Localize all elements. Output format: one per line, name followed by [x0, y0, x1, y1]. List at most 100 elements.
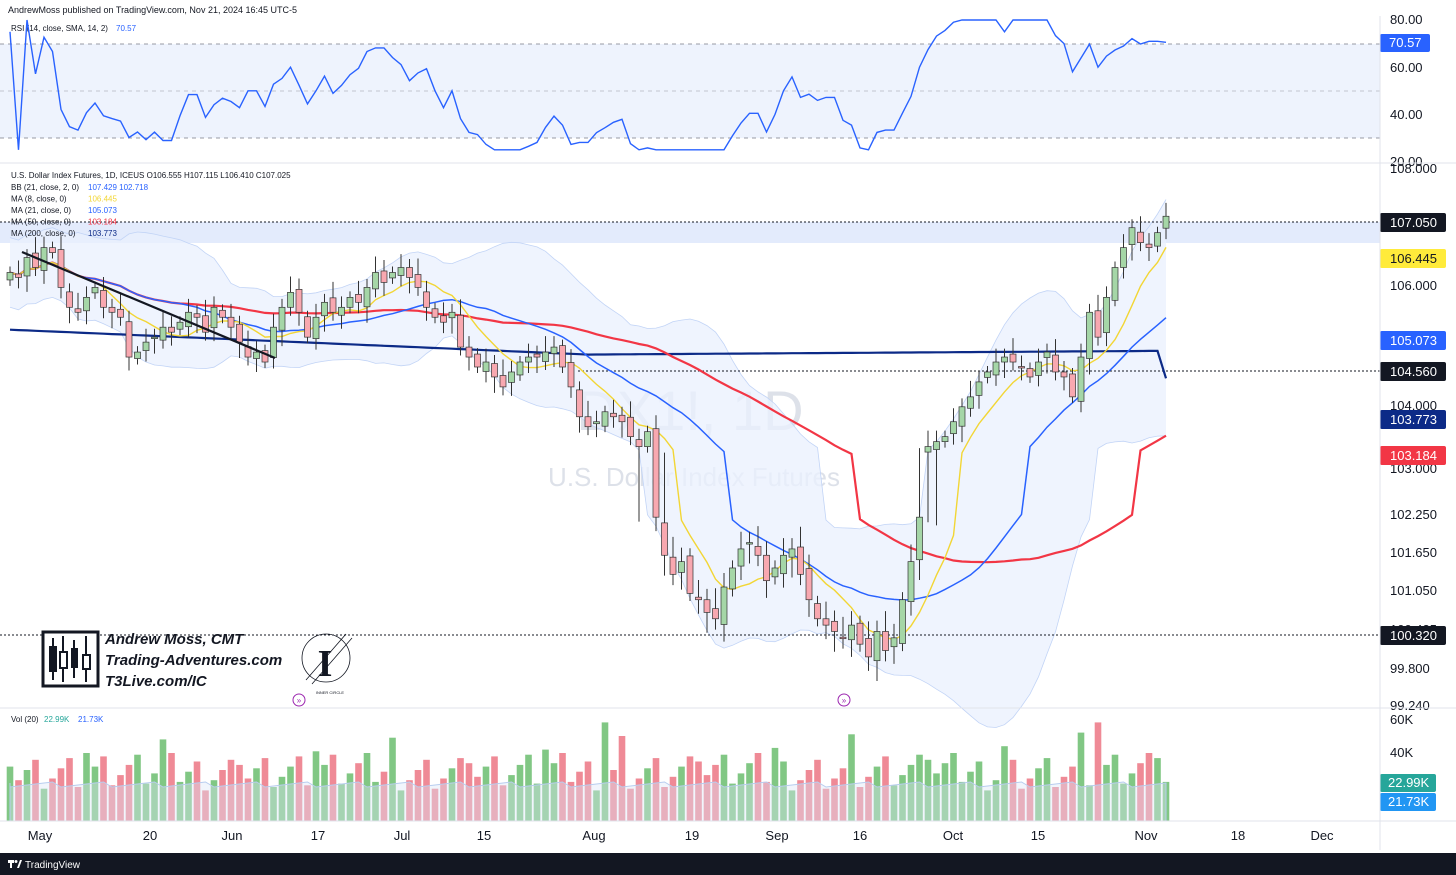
volume-bar [117, 775, 124, 821]
price-tick-label: 101.650 [1390, 545, 1437, 560]
volume-bar [193, 761, 201, 821]
volume-bar [202, 790, 209, 821]
volume-pane[interactable]: Vol (20) 22.99K 21.73K 60K 40K 22.99K 21… [6, 712, 1436, 822]
rsi-pane[interactable]: RSI (14, close, SMA, 14, 2) 70.57 80.00 … [0, 12, 1430, 169]
price-tick-label: 99.800 [1390, 661, 1430, 676]
volume-bar [278, 776, 286, 821]
indicator-legend-label: BB (21, close, 2, 0) [11, 183, 79, 192]
volume-bar [312, 751, 320, 821]
volume-bar [100, 756, 107, 821]
volume-badge-1 [1380, 774, 1436, 792]
branding-name: Andrew Moss, CMT [104, 631, 245, 648]
volume-bar [967, 771, 974, 821]
candle-body [329, 297, 337, 313]
candle-body [703, 599, 711, 613]
volume-bar [423, 759, 430, 821]
volume-bar [1052, 787, 1059, 821]
volume-bar [899, 775, 906, 821]
volume-bar [83, 753, 90, 821]
candle-body [1145, 243, 1153, 248]
volume-bar [1120, 783, 1127, 821]
candle-body [941, 436, 949, 442]
volume-bar [431, 788, 439, 821]
candle-body [363, 287, 371, 308]
volume-bar [465, 763, 473, 821]
price-tick-label: 99.240 [1390, 698, 1430, 713]
volume-bar [295, 756, 303, 821]
candle-body [83, 297, 90, 312]
volume-bar [848, 734, 855, 821]
volume-bar [610, 770, 617, 821]
candle-body [771, 567, 779, 578]
volume-bar [125, 764, 133, 821]
candle-body [1001, 356, 1008, 363]
candle-body [23, 257, 31, 277]
volume-bar [134, 754, 141, 821]
candle-body [474, 353, 481, 368]
volume-bar [933, 773, 940, 821]
volume-bar [1043, 758, 1051, 821]
volume-bar [448, 768, 456, 821]
volume-bar [457, 758, 464, 821]
time-axis-label: 16 [853, 828, 867, 843]
candle-body [74, 308, 82, 313]
candle-body [193, 313, 201, 318]
candle-body [788, 548, 796, 558]
volume-bar [40, 788, 48, 821]
candle-body [414, 274, 422, 288]
volume-bar [882, 756, 889, 821]
event-marker-icon[interactable]: » [292, 693, 306, 707]
volume-bar [32, 759, 39, 821]
time-axis[interactable]: May 20 Jun 17 Jul 15 Aug 19 Sep 16 Oct 15 Nov 18 Dec [28, 828, 1334, 843]
time-axis-label: 15 [477, 828, 491, 843]
volume-bar [1103, 764, 1110, 821]
svg-text:INNER CIRCLE: INNER CIRCLE [316, 690, 345, 695]
price-badge-text: 100.320 [1390, 628, 1437, 643]
volume-bar [746, 763, 753, 821]
event-marker-icon[interactable]: » [837, 693, 851, 707]
volume-bar [865, 776, 872, 821]
candle-body [873, 631, 881, 662]
price-pane[interactable]: DX1!, 1D U.S. Dollar Index Futures U.S. … [0, 161, 1446, 728]
candle-body [516, 361, 524, 376]
price-badge-text: 103.184 [1390, 448, 1437, 463]
candle-body [159, 326, 167, 341]
volume-bar [924, 759, 932, 821]
volume-bar [372, 781, 379, 821]
volume-bar [763, 781, 770, 821]
volume-bar [474, 776, 481, 821]
price-tick-label: 104.000 [1390, 398, 1437, 413]
rsi-value-badge [1380, 34, 1430, 52]
footer-brand: TradingView [25, 860, 81, 871]
volume-bar [1077, 732, 1085, 821]
candle-body [32, 252, 39, 268]
candle-body [669, 556, 677, 575]
time-axis-label: Jul [394, 828, 411, 843]
volume-bar [737, 773, 745, 821]
candle-body [1052, 354, 1059, 373]
volume-bar [695, 761, 702, 821]
price-badge [1380, 362, 1446, 381]
candle-body [346, 297, 354, 308]
price-axis-badges: 107.050 106.445 105.073 104.560 103.773 103.1… [1380, 213, 1446, 645]
candle-body [321, 301, 328, 317]
volume-bar [168, 753, 175, 821]
candle-body [559, 345, 566, 368]
rsi-legend: RSI (14, close, SMA, 14, 2) [11, 24, 108, 33]
candle-body [542, 351, 549, 362]
trendline[interactable] [21, 250, 276, 360]
price-tick-label: 106.000 [1390, 278, 1437, 293]
volume-bar [151, 773, 158, 821]
candles-group [6, 202, 1170, 682]
volume-bar [185, 771, 192, 821]
volume-bar [321, 764, 328, 821]
time-axis-label: 19 [685, 828, 699, 843]
volume-bar [389, 737, 396, 821]
volume-bar [159, 739, 167, 821]
candle-body [610, 412, 617, 418]
candle-body [125, 321, 133, 358]
volume-tick-40k: 40K [1390, 745, 1413, 760]
volume-bar [1009, 759, 1017, 821]
candle-body [1162, 215, 1170, 229]
